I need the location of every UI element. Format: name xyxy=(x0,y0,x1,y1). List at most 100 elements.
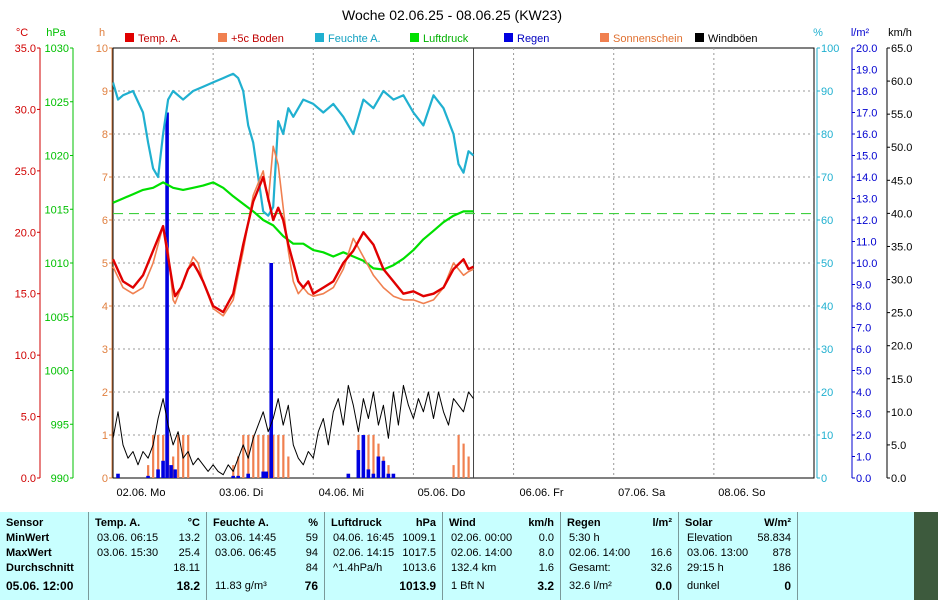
temp-stats-title: Temp. A. xyxy=(95,517,141,529)
sunshine-bar xyxy=(187,435,190,478)
empty-column xyxy=(797,512,915,600)
rain-stats-value: 16.6 xyxy=(650,547,672,559)
chart-title: Woche 02.06.25 - 08.06.25 (KW23) xyxy=(342,7,562,23)
rain-bar xyxy=(169,465,173,478)
press-stats-row: 02.06. 14:15 1017.5 xyxy=(331,546,436,561)
solar-stats-value: 58.834 xyxy=(757,532,791,544)
humidity-axis-unit: % xyxy=(813,27,823,39)
sunshine-bar xyxy=(287,456,290,478)
sunshine-axis-tick-label: 1 xyxy=(102,430,108,442)
hum-stats-title: Feuchte A. xyxy=(213,517,269,529)
legend-label: Temp. A. xyxy=(138,33,181,45)
temp-stats-header: Temp. A. °C xyxy=(95,516,200,531)
wind-axis-tick-label: 45.0 xyxy=(891,175,912,187)
pressure-axis: 990 995 1000 1005 1010 1015 1020 1025 1030 hPa xyxy=(45,27,74,485)
rain-axis-unit: l/m² xyxy=(851,27,870,39)
rain-stats-row: 5:30 h xyxy=(567,531,672,546)
rain-bar xyxy=(261,471,266,478)
solar-stats-label: 03.06. 13:00 xyxy=(687,547,749,559)
humidity-axis-tick-label: 0 xyxy=(821,473,827,485)
x-axis-label: 02.06. Mo xyxy=(117,487,166,499)
pressure-axis-tick-label: 1015 xyxy=(45,204,69,216)
wind-stats-value: 1.6 xyxy=(538,562,554,574)
hum-stats-row: 11.83 g/m³ 76 xyxy=(213,579,318,594)
rain-axis-tick-label: 1.0 xyxy=(856,452,871,464)
hum-stats-value: 84 xyxy=(305,562,318,574)
rain-column: Regen l/m² 5:30 h 02.06. 14:00 16.6 Gesamt: 32… xyxy=(560,512,678,600)
series-line-temp-a xyxy=(111,175,475,314)
current-time-label: 05.06. 12:00 xyxy=(6,579,74,593)
rain-stats-label: 5:30 h xyxy=(569,532,600,544)
solar-stats-label: 29:15 h xyxy=(687,562,724,574)
x-axis-label: 03.06. Di xyxy=(219,487,263,499)
temp-stats-row: 03.06. 15:30 25.4 xyxy=(95,546,200,561)
wind-axis-tick-label: 50.0 xyxy=(891,142,912,154)
sunshine-bar xyxy=(462,443,465,478)
rain-bar xyxy=(165,112,169,478)
sunshine-bar xyxy=(372,435,375,478)
hum-stats-row: 03.06. 14:45 59 xyxy=(213,531,318,546)
wind-stats-label: 02.06. 14:00 xyxy=(451,547,513,559)
sunshine-bar xyxy=(452,465,455,478)
pressure-axis-tick-label: 990 xyxy=(51,473,69,485)
sensor-header: Sensor xyxy=(6,517,44,529)
rain-axis-tick-label: 8.0 xyxy=(856,301,871,313)
rain-stats-title: Regen xyxy=(567,517,601,529)
rain-bar xyxy=(361,435,366,478)
temp-stats-value: 18.2 xyxy=(176,579,200,593)
legend-swatch xyxy=(695,33,704,42)
x-axis-label: 05.06. Do xyxy=(418,487,466,499)
rain-stats-unit: l/m² xyxy=(652,517,672,529)
legend-item: Regen xyxy=(504,33,549,45)
sunshine-bar xyxy=(177,435,180,478)
temp-axis-tick-label: 10.0 xyxy=(15,350,36,362)
press-stats-value: 1017.5 xyxy=(402,547,436,559)
sensor-column: Sensor MinWert MaxWert Durchschnitt 05.0… xyxy=(0,512,87,600)
temp-stats-row: 18.2 xyxy=(95,579,200,594)
rain-stats-row: 32.6 l/m² 0.0 xyxy=(567,579,672,594)
legend-label: Regen xyxy=(517,33,549,45)
wind-axis-tick-label: 0.0 xyxy=(891,473,906,485)
temp-axis-unit: °C xyxy=(16,27,28,39)
humidity-axis-tick-label: 100 xyxy=(821,43,839,55)
hum-stats-row: 03.06. 06:45 94 xyxy=(213,546,318,561)
legend-item: Luftdruck xyxy=(410,33,469,45)
wind-stats-row: 1 Bft N 3.2 xyxy=(449,579,554,594)
humidity-axis-tick-label: 90 xyxy=(821,86,833,98)
rain-bar xyxy=(386,473,391,478)
rain-axis-tick-label: 18.0 xyxy=(856,86,877,98)
rain-stats-label: 02.06. 14:00 xyxy=(569,547,631,559)
hum-stats-value: 76 xyxy=(304,579,318,593)
sunshine-axis-tick-label: 0 xyxy=(102,473,108,485)
rain-axis-tick-label: 3.0 xyxy=(856,409,871,421)
sunshine-axis-tick-label: 6 xyxy=(102,215,108,227)
temp-stats-label: 03.06. 06:15 xyxy=(97,532,159,544)
legend-label: Feuchte A. xyxy=(328,33,381,45)
press-stats-row: 1013.9 xyxy=(331,579,436,594)
wind-axis-tick-label: 25.0 xyxy=(891,308,912,320)
wind-stats-unit: km/h xyxy=(528,517,554,529)
solar-stats-value: 0 xyxy=(784,579,791,593)
rain-bar xyxy=(156,469,160,478)
sunshine-bar xyxy=(277,435,280,478)
solar-column: Solar W/m² Elevation 58.834 03.06. 13:00 878 2… xyxy=(678,512,797,600)
series-line-luftdruck xyxy=(112,181,474,271)
wind-stats-value: 0.0 xyxy=(538,532,554,544)
sunshine-axis-tick-label: 3 xyxy=(102,344,108,356)
wind-axis-tick-label: 30.0 xyxy=(891,275,912,287)
wind-axis-tick-label: 35.0 xyxy=(891,241,912,253)
rain-stats-label: 32.6 l/m² xyxy=(569,580,612,592)
wind-axis-tick-label: 40.0 xyxy=(891,208,912,220)
hum-stats-value: 59 xyxy=(305,532,318,544)
rain-axis: 0.0 1.0 2.0 3.0 4.0 5.0 6.0 7.0 8.0 9.0 10.0 11.0 12… xyxy=(851,27,878,485)
pressure-axis-tick-label: 1025 xyxy=(45,97,69,109)
sunshine-bar xyxy=(252,435,255,478)
sunshine-bar xyxy=(262,435,265,478)
pressure-axis-unit: hPa xyxy=(46,27,66,39)
sunshine-bar xyxy=(157,435,160,478)
sunshine-axis-tick-label: 4 xyxy=(102,301,108,313)
rain-bar xyxy=(346,473,351,478)
pressure-axis-tick-label: 1010 xyxy=(45,258,69,270)
press-stats-row: ^1.4hPa/h 1013.6 xyxy=(331,561,436,576)
rain-axis-tick-label: 0.0 xyxy=(856,473,871,485)
